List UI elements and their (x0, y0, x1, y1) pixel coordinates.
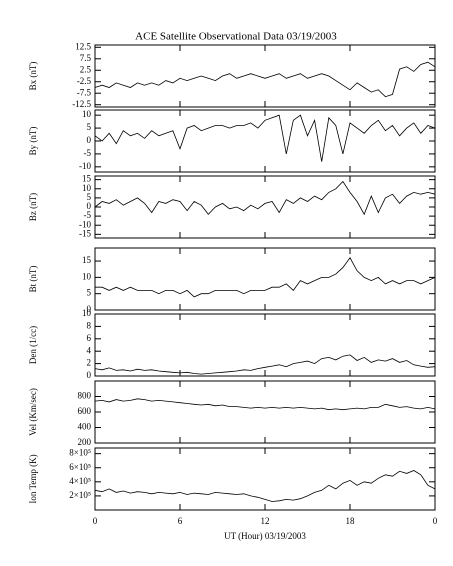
y-axis-label: By (nT) (28, 127, 38, 156)
y-tick-label: 15 (82, 174, 92, 184)
y-tick-label: 5 (87, 122, 92, 132)
x-tick-label: 6 (178, 516, 183, 526)
y-tick-label: -12.5 (72, 99, 91, 109)
y-tick-label: 10 (82, 109, 92, 119)
y-axis-label: Bx (nT) (28, 62, 38, 91)
y-tick-label: 5 (87, 288, 92, 298)
y-axis-label: Vel (Km/sec) (28, 388, 38, 436)
x-tick-label: 0 (93, 516, 98, 526)
x-tick-label: 12 (261, 516, 270, 526)
y-tick-label: 6 (87, 333, 92, 343)
y-tick-label: 5 (87, 192, 92, 202)
x-tick-label: 0 (433, 516, 438, 526)
y-tick-label: 2.5 (80, 64, 92, 74)
y-axis-label: Ion Temp (K) (28, 454, 38, 503)
y-tick-label: -7.5 (77, 87, 92, 97)
y-tick-label: -2.5 (77, 76, 92, 86)
data-line (94, 470, 436, 502)
panel-frame (94, 175, 436, 239)
y-tick-label: 12.5 (75, 41, 91, 51)
y-tick-label: 10 (82, 308, 92, 318)
x-tick-label: 18 (346, 516, 356, 526)
y-tick-label: 10 (82, 271, 92, 281)
y-tick-label: 4×10⁵ (69, 476, 91, 486)
y-tick-label: -5 (84, 148, 92, 158)
y-tick-label: 0 (87, 370, 92, 380)
y-tick-label: 2 (87, 358, 92, 368)
y-tick-label: 8 (87, 320, 92, 330)
y-tick-label: 8×10⁵ (69, 448, 91, 458)
y-tick-label: 0 (87, 135, 92, 145)
y-tick-label: -10 (79, 161, 91, 171)
panel-frame (94, 109, 436, 173)
y-tick-label: 10 (82, 183, 92, 193)
y-tick-label: 15 (82, 255, 92, 265)
y-tick-label: 600 (78, 406, 92, 416)
y-tick-label: 4 (87, 345, 92, 355)
y-tick-label: 2×10⁵ (69, 490, 91, 500)
x-axis-label: UT (Hour) 03/19/2003 (224, 531, 306, 541)
data-line (95, 257, 436, 298)
y-tick-label: 7.5 (80, 53, 92, 63)
panel-frame (94, 313, 436, 377)
data-line (94, 354, 436, 375)
data-line (94, 398, 436, 411)
y-tick-label: 200 (78, 437, 92, 447)
y-tick-label: 0 (87, 201, 92, 211)
data-line (94, 114, 436, 162)
y-tick-label: 6×10⁵ (69, 462, 91, 472)
data-line (94, 180, 436, 216)
chart-title: ACE Satellite Observational Data 03/19/2… (135, 31, 337, 43)
y-tick-label: -10 (79, 219, 91, 229)
panel-frame (94, 247, 436, 311)
data-line (94, 61, 436, 98)
y-tick-label: -5 (84, 210, 92, 220)
panel-frame (94, 447, 436, 511)
y-axis-label: Den (1/cc) (28, 326, 38, 364)
y-axis-label: Bz (nT) (28, 193, 38, 221)
panel-frame (94, 380, 436, 444)
y-tick-label: 400 (78, 422, 92, 432)
y-tick-label: 800 (78, 391, 92, 401)
y-tick-label: 0 (87, 304, 92, 314)
panel-frame (94, 44, 436, 108)
y-tick-label: -15 (79, 228, 91, 238)
y-axis-label: Bt (nT) (28, 266, 38, 293)
